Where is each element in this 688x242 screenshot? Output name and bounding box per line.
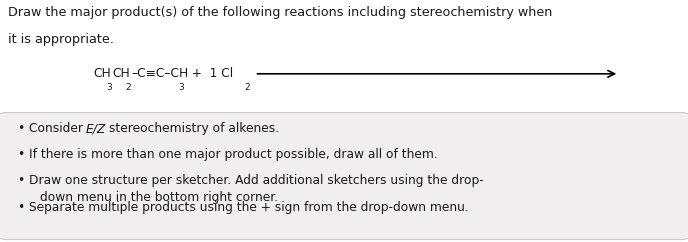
Text: •: • <box>17 148 25 161</box>
Text: •: • <box>17 174 25 188</box>
Text: down menu in the bottom right corner.: down menu in the bottom right corner. <box>40 191 278 204</box>
Text: Draw one structure per sketcher. Add additional sketchers using the drop-: Draw one structure per sketcher. Add add… <box>29 174 484 188</box>
Text: 2: 2 <box>125 83 131 92</box>
Text: •: • <box>17 201 25 214</box>
Text: Consider: Consider <box>29 122 87 135</box>
Text: stereochemistry of alkenes.: stereochemistry of alkenes. <box>105 122 279 135</box>
Text: If there is more than one major product possible, draw all of them.: If there is more than one major product … <box>29 148 438 161</box>
Text: 3: 3 <box>178 83 184 92</box>
FancyBboxPatch shape <box>0 113 688 240</box>
Text: 2: 2 <box>244 83 250 92</box>
Text: •: • <box>17 122 25 135</box>
Text: Separate multiple products using the + sign from the drop-down menu.: Separate multiple products using the + s… <box>29 201 469 214</box>
Text: it is appropriate.: it is appropriate. <box>8 33 114 46</box>
Text: CH: CH <box>112 67 130 80</box>
Text: –C≡C–CH: –C≡C–CH <box>131 67 189 80</box>
Text: CH: CH <box>93 67 111 80</box>
Text: Draw the major product(s) of the following reactions including stereochemistry w: Draw the major product(s) of the followi… <box>8 6 552 19</box>
Text: E/Z: E/Z <box>86 122 107 135</box>
Text: +  1 Cl: + 1 Cl <box>184 67 233 80</box>
Text: 3: 3 <box>107 83 112 92</box>
